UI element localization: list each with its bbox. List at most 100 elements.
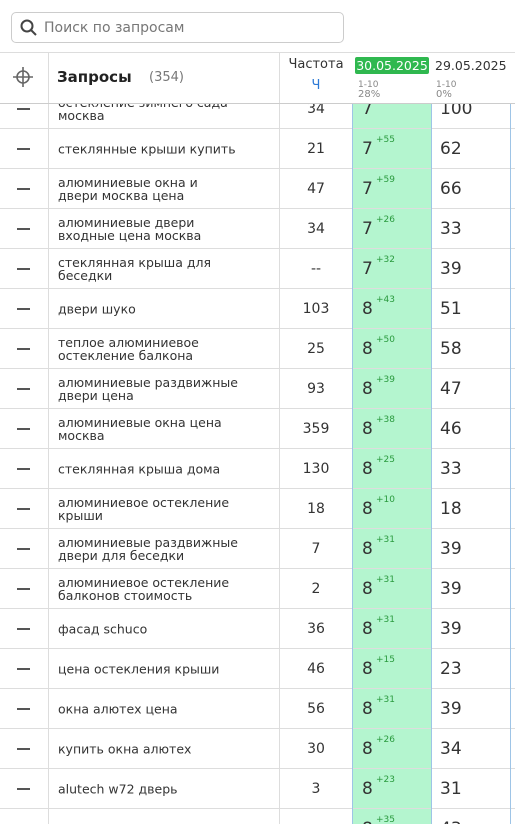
- query-text: фасад schuco: [58, 621, 148, 636]
- position-previous: 39: [440, 259, 462, 279]
- position-cell: [353, 729, 431, 768]
- frequency: 36: [307, 621, 325, 637]
- table-row: алюминиевые двери входные цена москва 34 7…: [0, 209, 515, 249]
- frequency: 46: [307, 661, 325, 677]
- position-previous: 43: [440, 819, 462, 824]
- position-previous: 51: [440, 299, 462, 319]
- frequency: 21: [307, 141, 325, 157]
- remove-button[interactable]: [17, 788, 30, 790]
- position-current: 8: [362, 459, 373, 479]
- position-previous: 33: [440, 219, 462, 239]
- position-current: 8: [362, 539, 373, 559]
- query-text: теплое алюминиевое остекление балкона: [58, 334, 199, 363]
- remove-button[interactable]: [17, 548, 30, 550]
- position-current: 7: [362, 219, 373, 239]
- remove-button[interactable]: [17, 348, 30, 350]
- position-current: 8: [362, 659, 373, 679]
- query-text: окна алютех цена: [58, 701, 178, 716]
- position-delta: +23: [376, 775, 395, 785]
- search-box[interactable]: Поиск по запросам: [11, 12, 344, 43]
- remove-button[interactable]: [17, 428, 30, 430]
- position-delta: +31: [376, 575, 395, 585]
- search-placeholder: Поиск по запросам: [44, 20, 185, 36]
- remove-button[interactable]: [17, 188, 30, 190]
- search-icon: [20, 19, 37, 36]
- remove-button[interactable]: [17, 468, 30, 470]
- position-delta: +26: [376, 735, 395, 745]
- position-delta: +50: [376, 335, 395, 345]
- position-delta: +15: [376, 655, 395, 665]
- query-text: alutech w72 дверь: [58, 781, 178, 796]
- position-previous: 18: [440, 499, 462, 519]
- remove-button[interactable]: [17, 628, 30, 630]
- position-cell: [353, 169, 431, 208]
- position-delta: +35: [376, 815, 395, 824]
- date1-range: 1-10: [358, 80, 379, 90]
- position-cell: [353, 249, 431, 288]
- remove-button[interactable]: [17, 308, 30, 310]
- query-text: алюминиевое остекление крыши: [58, 494, 230, 523]
- date1[interactable]: 30.05.2025: [355, 57, 429, 74]
- table-row: двери шуко 103 8 +43 51: [0, 289, 515, 329]
- position-previous: 47: [440, 379, 462, 399]
- position-current: 8: [362, 819, 373, 824]
- position-cell: [353, 129, 431, 168]
- remove-button[interactable]: [17, 588, 30, 590]
- table-row: алюминиевое остекление крыши 18 8 +10 18: [0, 489, 515, 529]
- table-row: алюминиевые раздвижные двери цена 93 8 +39 4…: [0, 369, 515, 409]
- position-previous: 46: [440, 419, 462, 439]
- table-row: стеклянные крыши купить 21 7 +55 62: [0, 129, 515, 169]
- remove-button[interactable]: [17, 108, 30, 110]
- position-previous: 31: [440, 779, 462, 799]
- position-current: 8: [362, 699, 373, 719]
- position-previous: 39: [440, 579, 462, 599]
- remove-button[interactable]: [17, 668, 30, 670]
- position-delta: +39: [376, 375, 395, 385]
- query-text: алюминиевые раздвижные двери для беседки: [58, 534, 238, 563]
- position-current: 7: [362, 179, 373, 199]
- remove-button[interactable]: [17, 268, 30, 270]
- position-cell: [353, 329, 431, 368]
- date2[interactable]: 29.05.2025: [435, 58, 507, 73]
- position-delta: +55: [376, 135, 395, 145]
- position-current: 7: [362, 139, 373, 159]
- table-row: alutech w72 дверь 3 8 +23 31: [0, 769, 515, 809]
- query-text: алюминиевое остекление балконов стоимост…: [58, 574, 230, 603]
- date2-range: 1-10: [436, 80, 457, 90]
- table-row: стеклянная крыша для беседки -- 7 +32 39: [0, 249, 515, 289]
- query-text: двери шуко: [58, 301, 136, 316]
- target-icon[interactable]: [12, 66, 34, 88]
- frequency: 18: [307, 501, 325, 517]
- header-count: (354): [149, 70, 184, 85]
- frequency: 130: [302, 461, 330, 477]
- position-delta: +31: [376, 615, 395, 625]
- position-current: 8: [362, 339, 373, 359]
- position-previous: 62: [440, 139, 462, 159]
- table-row: алюминиевые окна и двери москва цена 47 7 +…: [0, 169, 515, 209]
- frequency: 34: [307, 221, 325, 237]
- frequency: 34: [307, 101, 325, 117]
- remove-button[interactable]: [17, 508, 30, 510]
- table-row: теплое алюминиевое остекление балкона 25 8…: [0, 329, 515, 369]
- position-current: 8: [362, 619, 373, 639]
- remove-button[interactable]: [17, 228, 30, 230]
- freq-label[interactable]: Частота: [288, 57, 344, 72]
- position-cell: [353, 649, 431, 688]
- remove-button[interactable]: [17, 748, 30, 750]
- frequency: 93: [307, 381, 325, 397]
- position-delta: +31: [376, 695, 395, 705]
- remove-button[interactable]: [17, 388, 30, 390]
- remove-button[interactable]: [17, 148, 30, 150]
- frequency: 7: [311, 541, 321, 557]
- position-cell: [353, 409, 431, 448]
- table-row: алюминиевое остекление 8+35 43: [0, 809, 515, 824]
- position-delta: +38: [376, 415, 395, 425]
- table-row: стеклянная крыша дома 130 8 +25 33: [0, 449, 515, 489]
- table-row: алюминиевое остекление балконов стоимост…: [0, 569, 515, 609]
- table-row: цена остекления крыши 46 8 +15 23: [0, 649, 515, 689]
- position-previous: 100: [440, 99, 473, 119]
- remove-button[interactable]: [17, 708, 30, 710]
- table-row: фасад schuco 36 8 +31 39: [0, 609, 515, 649]
- freq-sub[interactable]: Ч: [311, 78, 321, 93]
- position-delta: +43: [376, 295, 395, 305]
